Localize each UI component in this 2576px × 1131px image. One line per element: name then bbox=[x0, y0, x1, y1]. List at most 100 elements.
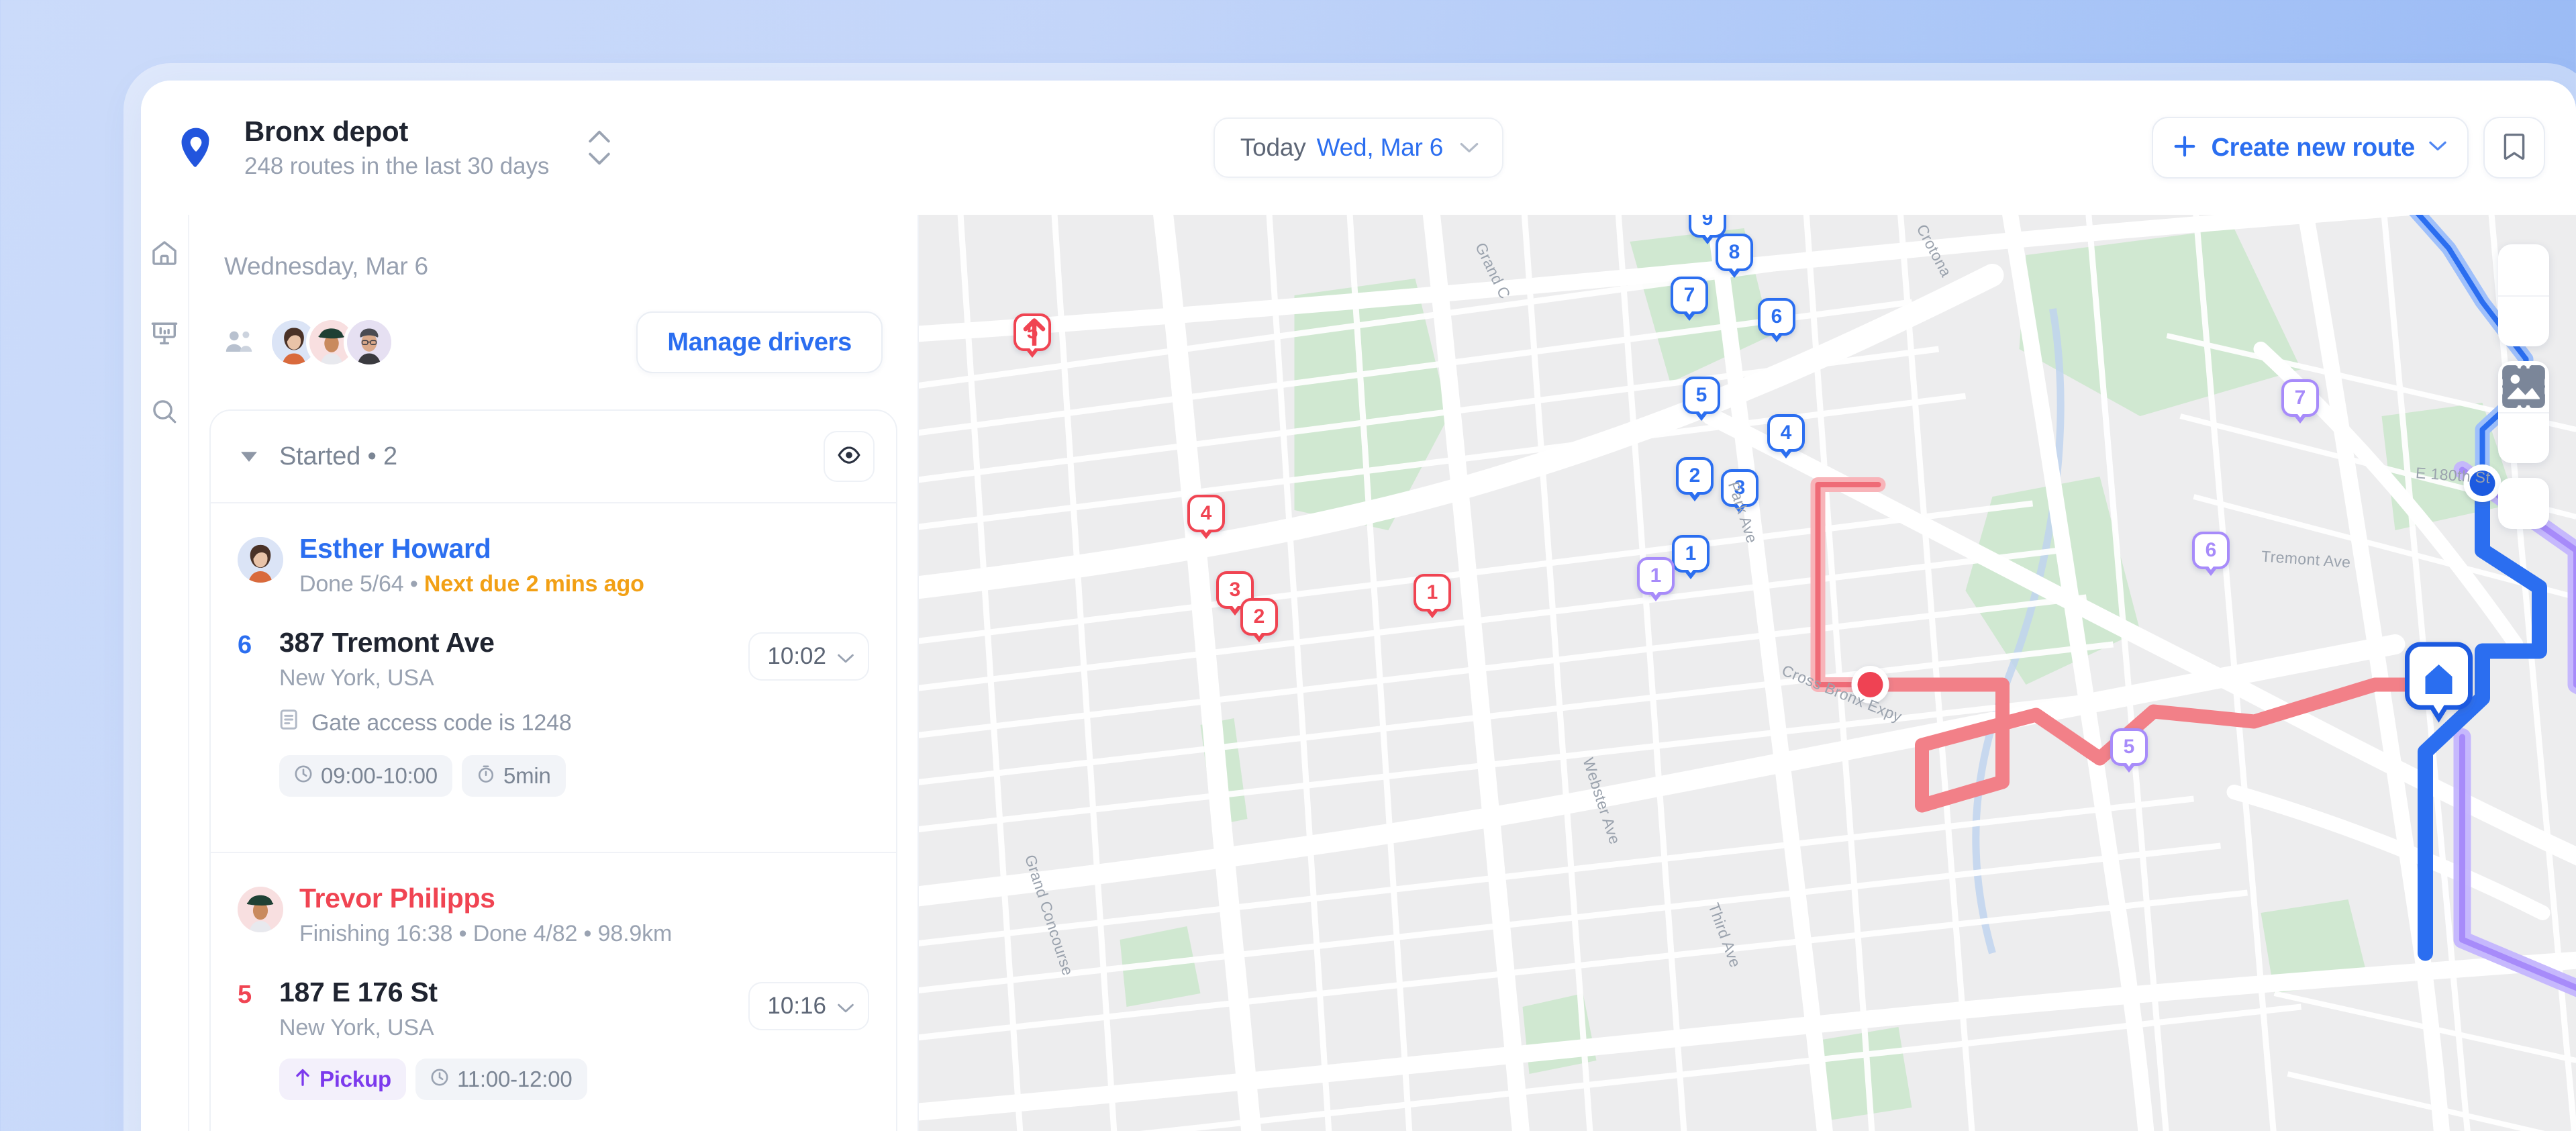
driver-name[interactable]: Trevor Philipps bbox=[299, 883, 495, 914]
sidebar-item-home[interactable] bbox=[141, 215, 189, 294]
map-stop-pin[interactable]: 3 bbox=[1721, 469, 1758, 513]
map-stop-pin[interactable]: 4 bbox=[1767, 414, 1805, 458]
map-stop-pin-label: 7 bbox=[1683, 284, 1695, 306]
create-new-route-button[interactable]: Create new route bbox=[2152, 117, 2469, 179]
map-stop-pin[interactable]: 7 bbox=[2281, 379, 2319, 424]
chevron-down-icon bbox=[837, 643, 854, 670]
map-stop-pin-label: 5 bbox=[2123, 736, 2135, 758]
top-bar-actions: Create new route bbox=[1798, 117, 2576, 179]
bookmark-icon bbox=[2501, 132, 2527, 164]
avatar bbox=[238, 537, 283, 583]
map-stop-pin[interactable]: 6 bbox=[2192, 532, 2230, 576]
date-prefix: Today bbox=[1240, 134, 1306, 161]
map-stop-pin-label: 4 bbox=[1780, 422, 1792, 444]
map-stop-pin[interactable]: 6 bbox=[1758, 298, 1795, 342]
stop-details: 387 Tremont Ave New York, USA bbox=[279, 627, 748, 797]
sidebar-header: Wednesday, Mar 6 bbox=[189, 215, 918, 281]
time-window-chip: 11:00-12:00 bbox=[415, 1059, 587, 1100]
map-stop-pin[interactable]: 1 bbox=[1672, 535, 1710, 579]
route-block: Esther Howard Done 5/64 • Next due 2 min… bbox=[211, 503, 896, 825]
fit-bounds-button[interactable] bbox=[2498, 365, 2549, 529]
sidebar-item-analytics[interactable] bbox=[141, 294, 189, 373]
users-icon bbox=[224, 328, 254, 358]
depot-info: Bronx depot 248 routes in the last 30 da… bbox=[244, 115, 549, 180]
chevron-down-icon bbox=[1459, 142, 1479, 154]
map-stop-pin[interactable]: 8 bbox=[1716, 234, 1753, 278]
map-stop-pin[interactable]: 1 bbox=[1637, 557, 1675, 601]
note-icon bbox=[279, 709, 301, 738]
app-window: Bronx depot 248 routes in the last 30 da… bbox=[141, 81, 2576, 1131]
map-stop-pin[interactable]: 5 bbox=[1683, 377, 1720, 421]
bookmark-button[interactable] bbox=[2483, 117, 2545, 179]
map-stop-pin-label: 6 bbox=[1771, 305, 1783, 328]
stop-item[interactable]: 5 187 E 176 St New York, USA Pic bbox=[238, 977, 869, 1128]
arrow-up-icon bbox=[294, 1067, 311, 1092]
drivers-row: Manage drivers bbox=[189, 281, 918, 373]
date-value: Wed, Mar 6 bbox=[1316, 134, 1444, 161]
map-stop-pin[interactable]: 1 bbox=[1414, 574, 1451, 618]
map-stop-pin-label: 6 bbox=[2205, 539, 2217, 561]
app-body: Wednesday, Mar 6 bbox=[141, 215, 2576, 1131]
driver-meta: Done 5/64 • Next due 2 mins ago bbox=[299, 571, 644, 597]
map-stop-pin-label: 4 bbox=[1200, 502, 1212, 524]
avatar[interactable] bbox=[344, 317, 395, 368]
sidebar-item-search[interactable] bbox=[141, 373, 189, 452]
visibility-toggle-button[interactable] bbox=[824, 431, 875, 482]
driver-avatars[interactable] bbox=[268, 317, 395, 368]
driver-header[interactable]: Trevor Philipps Finishing 16:38 • Done 4… bbox=[238, 883, 869, 947]
stop-item[interactable]: 6 387 Tremont Ave New York, USA bbox=[238, 627, 869, 825]
map-stop-pin-label: 2 bbox=[1689, 464, 1701, 487]
map-stop-pin[interactable]: 5 bbox=[1013, 313, 1051, 358]
map-stop-pin-label: 5 bbox=[1695, 384, 1707, 406]
home-icon bbox=[150, 239, 179, 271]
stop-address: 387 Tremont Ave bbox=[279, 627, 495, 658]
stop-chips: 09:00-10:00 5min bbox=[279, 755, 748, 797]
clock-icon bbox=[430, 1067, 449, 1092]
map-stop-pin[interactable]: 2 bbox=[1676, 457, 1714, 501]
map-stop-pin-label: 1 bbox=[1426, 581, 1438, 603]
stop-details: 187 E 176 St New York, USA Pickup bbox=[279, 977, 748, 1100]
stop-eta-dropdown[interactable]: 10:02 bbox=[748, 632, 869, 681]
timer-icon bbox=[477, 763, 495, 789]
map-stop-pin[interactable]: 9 bbox=[1689, 215, 1726, 244]
stop-city: New York, USA bbox=[279, 1015, 434, 1040]
map-stop-pin[interactable]: 4 bbox=[1187, 495, 1225, 539]
fit-bounds-controls bbox=[2498, 365, 2549, 529]
stop-eta-value: 10:02 bbox=[767, 643, 826, 669]
driver-header[interactable]: Esther Howard Done 5/64 • Next due 2 min… bbox=[238, 533, 869, 597]
driver-name[interactable]: Esther Howard bbox=[299, 533, 491, 564]
map-stop-pin-label: 1 bbox=[1685, 542, 1697, 564]
esther-vehicle-marker bbox=[2463, 464, 2501, 502]
map-stop-pin[interactable]: 2 bbox=[1240, 598, 1278, 642]
map-stop-pin[interactable]: 3 bbox=[1216, 571, 1254, 616]
stop-eta-dropdown[interactable]: 10:16 bbox=[748, 982, 869, 1030]
icon-rail bbox=[141, 215, 189, 1131]
map-stop-pin-label: 9 bbox=[1701, 215, 1714, 230]
map-svg bbox=[919, 215, 2576, 1131]
depot-switch-icon[interactable] bbox=[584, 124, 615, 171]
create-new-route-label: Create new route bbox=[2211, 133, 2415, 162]
date-picker[interactable]: Today Wed, Mar 6 bbox=[1213, 117, 1504, 178]
pickup-chip: Pickup bbox=[279, 1059, 407, 1100]
presentation-chart-icon bbox=[150, 318, 179, 350]
map-controls bbox=[2498, 244, 2549, 529]
map-stop-pin-label: 3 bbox=[1229, 579, 1241, 601]
stop-note: Gate access code is 1248 bbox=[279, 709, 748, 738]
depot-selector[interactable]: Bronx depot 248 routes in the last 30 da… bbox=[141, 115, 919, 180]
map-stop-pin[interactable]: 7 bbox=[1671, 277, 1708, 321]
started-group-header[interactable]: Started • 2 bbox=[211, 411, 896, 503]
manage-drivers-label: Manage drivers bbox=[667, 328, 852, 356]
map-stop-pin[interactable]: 5 bbox=[2110, 728, 2148, 773]
clock-icon bbox=[294, 763, 313, 789]
manage-drivers-button[interactable]: Manage drivers bbox=[636, 311, 883, 373]
satellite-layer-button[interactable] bbox=[2498, 368, 2549, 463]
caret-down-icon[interactable] bbox=[238, 445, 260, 468]
map-stop-pin-label: 7 bbox=[2294, 387, 2306, 409]
driver-warning: Next due 2 mins ago bbox=[424, 571, 644, 597]
avatar bbox=[238, 887, 283, 932]
search-icon bbox=[150, 397, 179, 429]
map-stop-pin-label: 3 bbox=[1734, 477, 1746, 499]
drivers-avatars-group[interactable] bbox=[224, 317, 395, 368]
depot-name: Bronx depot bbox=[244, 115, 409, 147]
